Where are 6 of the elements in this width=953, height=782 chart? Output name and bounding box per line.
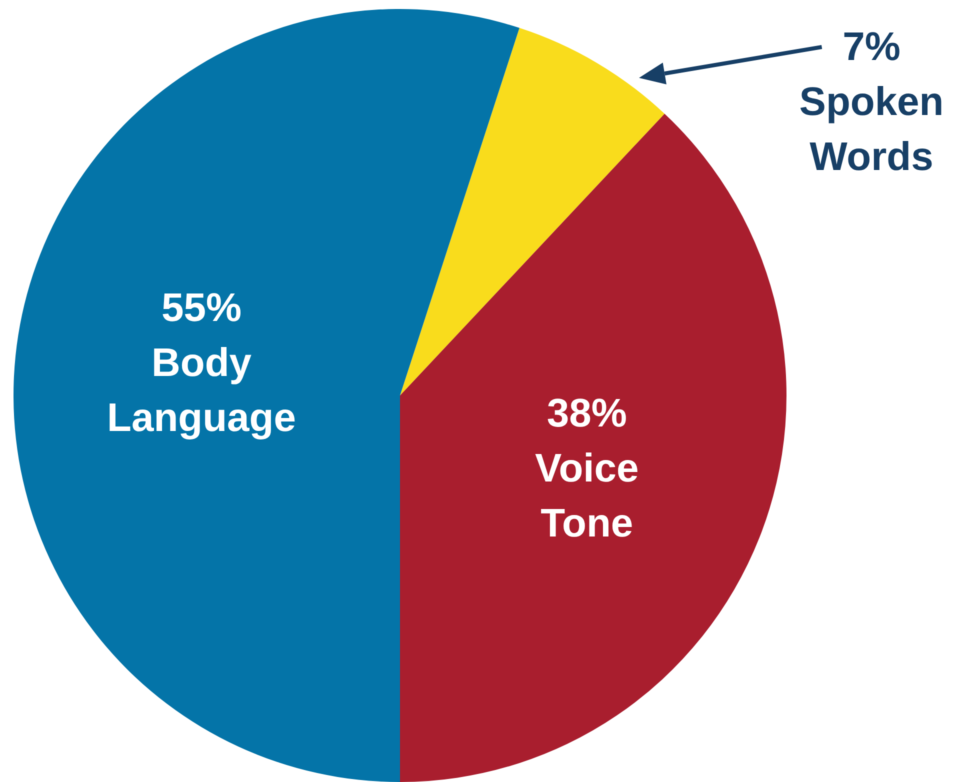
slice-label: Spoken Words bbox=[799, 80, 944, 180]
data-label: 38% bbox=[546, 392, 627, 436]
data-label: 55% bbox=[161, 286, 242, 330]
data-label: 7% bbox=[842, 25, 900, 70]
slice-label: Body Language bbox=[107, 341, 296, 440]
slice-label: Voice Tone bbox=[534, 446, 639, 546]
